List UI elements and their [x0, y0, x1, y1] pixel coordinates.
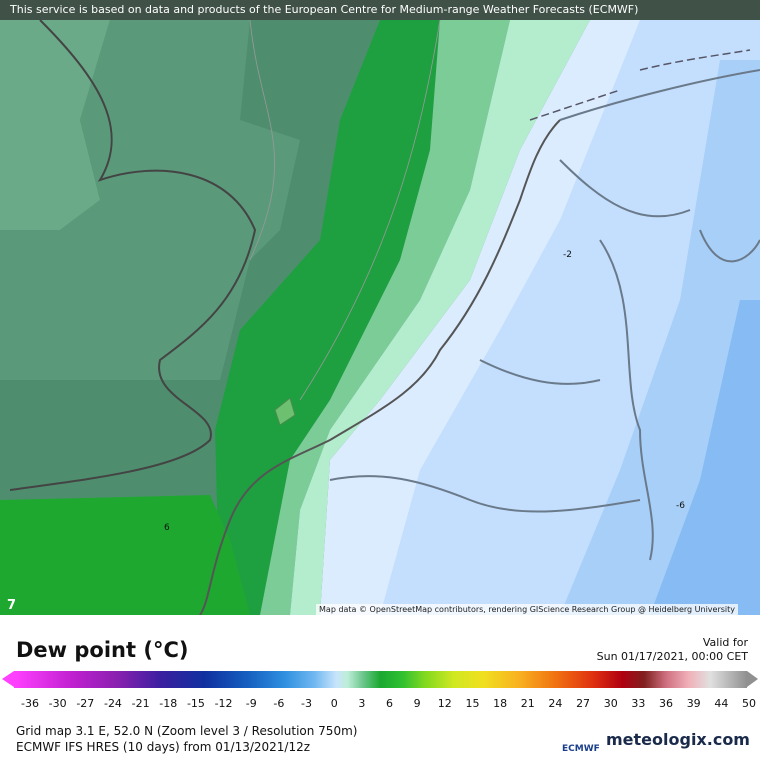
map-value: 7	[7, 598, 17, 613]
colorbar-label: 12	[437, 697, 452, 710]
site-logo[interactable]: meteologix.com	[606, 730, 750, 749]
colorbar-label: -18	[159, 697, 178, 710]
colorbar-label: 50	[742, 697, 756, 710]
colorbar-label: -30	[48, 697, 67, 710]
colorbar-label: -24	[103, 697, 122, 710]
colorbar-label: 30	[603, 697, 618, 710]
contour-label: -6	[676, 501, 685, 511]
colorbar	[14, 671, 747, 688]
valid-time: Sun 01/17/2021, 00:00 CET	[596, 650, 748, 663]
colorbar-label: 0	[330, 697, 338, 710]
ecmwf-logo: ECMWF	[562, 744, 600, 754]
ecmwf-notice: This service is based on data and produc…	[0, 0, 760, 20]
grid-info: Grid map 3.1 E, 52.0 N (Zoom level 3 / R…	[16, 724, 358, 738]
colorbar-label: 18	[493, 697, 508, 710]
colorbar-label: -27	[76, 697, 95, 710]
colorbar-label: -9	[245, 697, 257, 710]
colorbar-arrow	[2, 671, 14, 687]
contour-label: 6	[164, 523, 170, 533]
colorbar-label: 44	[714, 697, 729, 710]
map-attribution: Map data © OpenStreetMap contributors, r…	[316, 604, 738, 615]
colorbar-label: -36	[21, 697, 39, 710]
colorbar-label: 36	[659, 697, 674, 710]
model-info: ECMWF IFS HRES (10 days) from 01/13/2021…	[16, 740, 311, 754]
map[interactable]: This service is based on data and produc…	[0, 0, 760, 615]
valid-label: Valid for	[702, 636, 748, 649]
colorbar-label: -21	[131, 697, 150, 710]
colorbar-label: -6	[273, 697, 285, 710]
colorbar-label: 27	[576, 697, 591, 710]
colorbar-label: 33	[631, 697, 646, 710]
colorbar-label: -12	[214, 697, 233, 710]
colorbar-label: 6	[386, 697, 393, 710]
colorbar-label: -3	[301, 697, 313, 710]
colorbar-label: 21	[520, 697, 535, 710]
contour-label: -2	[563, 250, 572, 260]
colorbar-arrow	[747, 671, 758, 687]
title: Dew point (°C)	[16, 638, 189, 662]
map-canvas	[0, 0, 760, 615]
colorbar-label: 39	[686, 697, 701, 710]
colorbar-label: 9	[413, 697, 421, 710]
colorbar-label: 15	[465, 697, 480, 710]
colorbar-label: -15	[186, 697, 205, 710]
colorbar-label: 3	[358, 697, 366, 710]
colorbar-label: 24	[548, 697, 563, 710]
